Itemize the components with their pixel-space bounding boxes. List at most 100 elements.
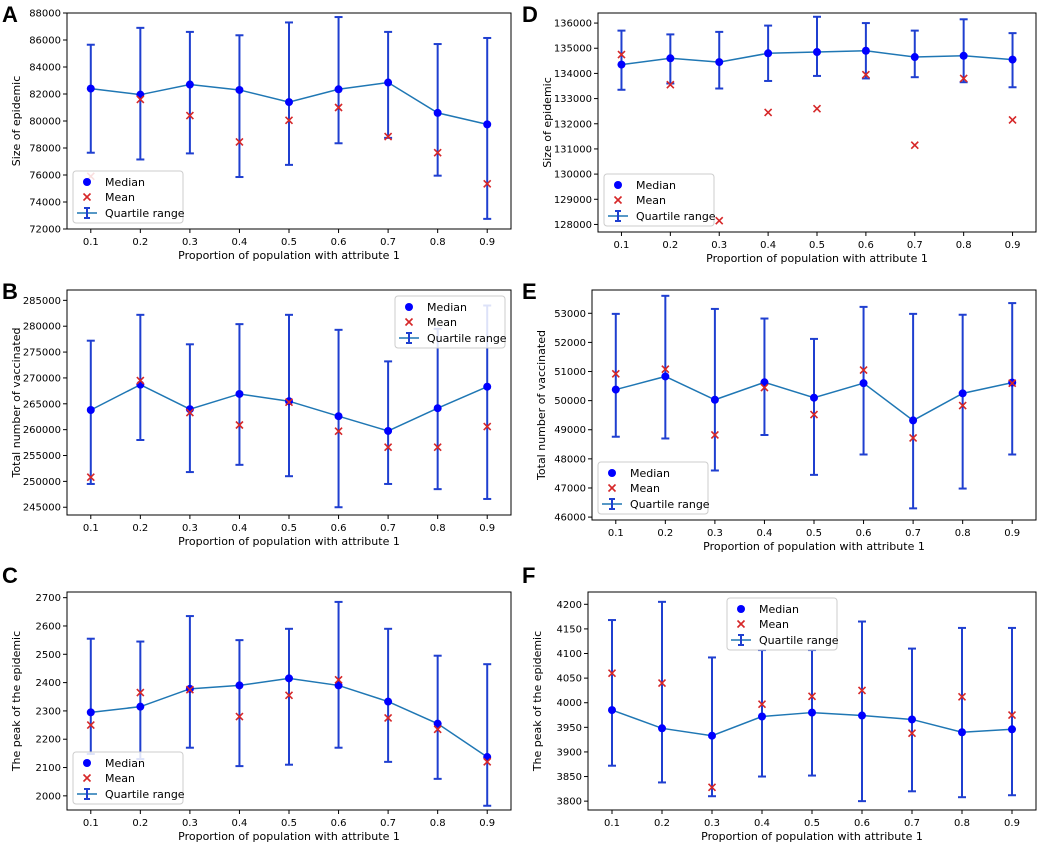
panel-e-mean-marker <box>611 369 620 378</box>
panel-e-legend-mean-symbol <box>607 483 617 493</box>
panel-c-ytick-label: 2700 <box>36 593 61 604</box>
panel-e-mean-marker <box>809 410 819 419</box>
panel-f-mean-marker <box>607 669 617 678</box>
panel-b-mean-marker <box>86 473 95 482</box>
panel-f-xtick-label: 0.6 <box>854 818 870 829</box>
chart-c: 2000 2100 2200 2300 2400 2500 2600 2700 0.1 0.2 0.… <box>10 591 512 843</box>
panel-d-xtick-label: 0.9 <box>1005 240 1021 251</box>
panel-a-xtick-label: 0.3 <box>182 237 198 248</box>
panel-a-legend-median-label: Median <box>105 176 145 189</box>
panel-c-mean-marker <box>185 685 194 694</box>
chart-f: 3800 3850 3900 3950 4000 4050 4100 4150 4200 0.1 0… <box>531 591 1037 843</box>
panel-e-legend-median-label: Median <box>630 467 670 480</box>
panel-b-median-point <box>384 426 393 435</box>
panel-c-median-point <box>285 674 293 683</box>
panel-e-legend: Median Mean Quartile range <box>597 461 710 515</box>
panel-c-mean-marker <box>136 688 145 697</box>
panel-c-legend-mean-symbol <box>82 773 92 783</box>
chart-b: 245000 250000 255000 260000 265000 270000 2750… <box>10 289 512 548</box>
panel-d-xtick-label: 0.2 <box>662 240 678 251</box>
panel-c-legend-box <box>72 751 184 805</box>
panel-e-x-axis-label: Proportion of population with attribute … <box>703 540 925 553</box>
panel-a-xtick-label: 0.7 <box>380 237 396 248</box>
panel-f-ytick-label: 4150 <box>557 624 582 635</box>
panel-e-ytick-label: 51000 <box>554 367 586 378</box>
panel-b-legend-box <box>394 295 506 349</box>
panel-f-ytick-label: 3950 <box>557 723 582 734</box>
panel-a-ytick-label: 82000 <box>29 90 61 101</box>
panel-c: C 2000 2100 2200 2300 2400 2500 2600 2700 0.1 0.2… <box>2 563 512 843</box>
panel-d-mean-marker <box>666 80 675 89</box>
panel-e-legend-mean-label: Mean <box>630 482 660 495</box>
panel-a-mean-marker <box>433 148 442 157</box>
panel-a-ytick-label: 72000 <box>29 225 61 236</box>
panel-d-ytick-label: 128000 <box>554 220 592 231</box>
panel-d-mean-marker <box>617 50 626 59</box>
panel-b-median-point <box>433 404 442 413</box>
panel-e: E 46000 47000 48000 49000 50000 51000 52000 530… <box>522 279 1037 553</box>
panel-d-legend-median-symbol <box>614 181 622 189</box>
panel-b-mean-marker <box>483 422 492 431</box>
panel-a-ytick-label: 76000 <box>29 171 61 182</box>
panel-b-ytick-label: 280000 <box>23 322 61 333</box>
panel-b: B 245000 250000 255000 260000 265000 270000 27… <box>2 279 512 548</box>
panel-b-legend-mean-label: Mean <box>427 316 457 329</box>
panel-d-ytick-label: 131000 <box>554 144 592 155</box>
panel-f-xtick-label: 0.9 <box>1004 818 1020 829</box>
panel-a-median-point <box>185 80 194 89</box>
panel-d-mean-marker <box>959 74 968 83</box>
panel-e-ytick-label: 49000 <box>554 425 586 436</box>
panel-e-mean-marker <box>760 383 769 392</box>
panel-a-ytick-label: 74000 <box>29 198 61 209</box>
panel-c-mean-marker <box>284 691 294 700</box>
panel-e-median-point <box>958 389 967 398</box>
panel-f: F 3800 3850 3900 3950 4000 4050 4100 4150 4200 0.… <box>522 563 1037 843</box>
panel-b-xtick-label: 0.9 <box>479 523 495 534</box>
panel-f-mean-marker <box>857 686 867 695</box>
panel-e-y-axis-label: Total number of vaccinated <box>535 330 548 481</box>
panel-e-median-point <box>909 416 918 425</box>
panel-a-mean-marker <box>483 179 492 188</box>
panel-c-mean-marker <box>334 675 343 684</box>
panel-a-mean-marker <box>384 132 393 141</box>
panel-a-median-point <box>433 108 442 117</box>
panel-e-xtick-label: 0.7 <box>905 528 921 539</box>
panel-c-median-point <box>334 681 343 690</box>
panel-a-ytick-label: 78000 <box>29 144 61 155</box>
panel-d-median-point <box>715 58 724 67</box>
panel-f-xtick-label: 0.5 <box>804 818 820 829</box>
panel-d-x-axis-label: Proportion of population with attribute … <box>706 252 928 265</box>
panel-b-median-point <box>136 380 145 389</box>
panel-b-mean-marker <box>284 398 294 407</box>
panel-b-legend-mean-symbol <box>404 317 414 327</box>
panel-a-ytick-label: 84000 <box>29 63 61 74</box>
panel-f-ytick-label: 4100 <box>557 649 582 660</box>
panel-f-mean-marker <box>957 692 967 701</box>
panel-d-xtick-label: 0.1 <box>614 240 630 251</box>
panel-f-mean-marker <box>707 783 717 792</box>
panel-a-xtick-label: 0.9 <box>479 237 495 248</box>
panel-f-ytick-label: 3800 <box>557 797 582 808</box>
panel-a-median-point <box>384 78 393 87</box>
panel-e-ytick-label: 46000 <box>554 513 586 524</box>
panel-d-ytick-label: 136000 <box>554 19 592 30</box>
panel-b-xtick-label: 0.4 <box>231 523 247 534</box>
panel-letter-d: D <box>522 2 538 27</box>
panel-b-ytick-label: 255000 <box>23 451 61 462</box>
panel-a-mean-marker <box>185 111 194 120</box>
panel-b-median-point <box>235 389 244 398</box>
panel-letter-e: E <box>522 279 537 304</box>
panel-e-mean-marker <box>661 365 670 374</box>
panel-c-mean-marker <box>86 720 95 730</box>
panel-d-median-point <box>959 51 968 60</box>
panel-d-legend-box <box>603 173 715 227</box>
panel-f-legend-median-label: Median <box>759 603 799 616</box>
panel-d-mean-marker <box>812 104 822 113</box>
panel-f-mean-marker <box>907 729 917 738</box>
panel-e-legend-median-symbol <box>608 469 616 477</box>
panel-c-ytick-label: 2400 <box>36 678 61 689</box>
panel-f-xtick-label: 0.3 <box>704 818 720 829</box>
chart-e: 46000 47000 48000 49000 50000 51000 52000 53000… <box>535 289 1037 553</box>
panel-a-median-point <box>285 98 293 107</box>
